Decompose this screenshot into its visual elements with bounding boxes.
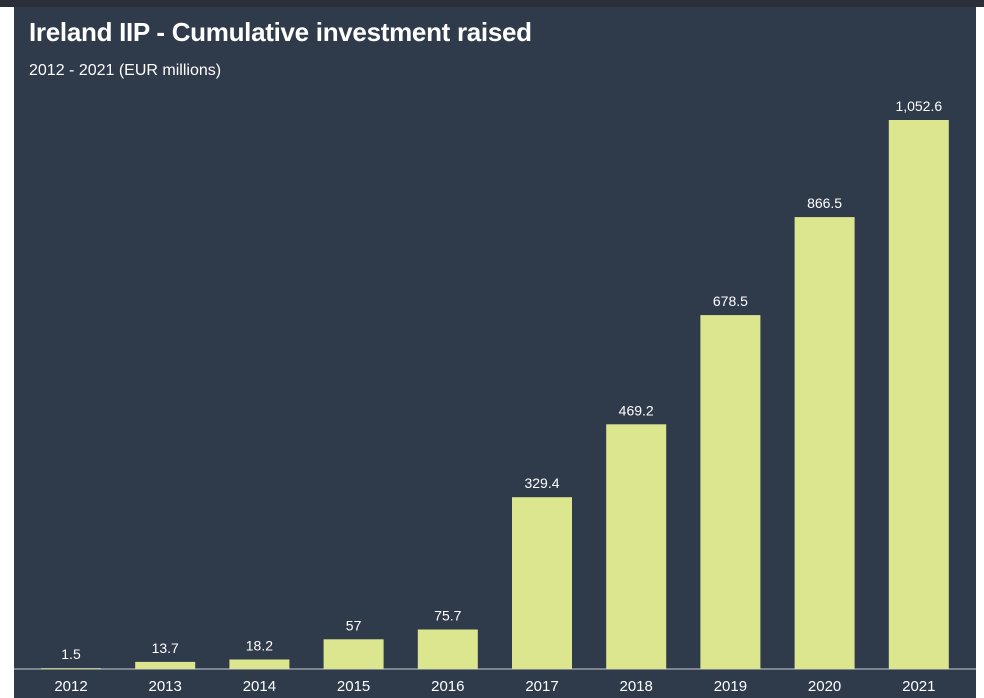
bar-2020	[794, 217, 855, 669]
bars-group	[41, 120, 949, 669]
x-tick-label-2016: 2016	[431, 678, 464, 695]
value-label-2016: 75.7	[434, 608, 461, 624]
bar-2021	[888, 120, 949, 669]
value-label-2018: 469.2	[619, 402, 654, 418]
bar-2018	[606, 424, 667, 669]
x-tick-label-2017: 2017	[525, 678, 558, 695]
x-tick-label-2012: 2012	[54, 678, 87, 695]
value-label-2015: 57	[346, 617, 362, 633]
value-label-2019: 678.5	[713, 293, 748, 309]
bar-2015	[323, 639, 384, 669]
value-label-2013: 13.7	[152, 640, 179, 656]
x-tick-label-2019: 2019	[714, 678, 747, 695]
bar-2013	[135, 661, 196, 669]
value-label-2012: 1.5	[61, 646, 81, 662]
x-tick-label-2013: 2013	[149, 678, 182, 695]
value-label-2021: 1,052.6	[895, 98, 942, 114]
bar-2014	[229, 659, 290, 669]
chart-subtitle: 2012 - 2021 (EUR millions)	[29, 62, 222, 79]
bar-2019	[700, 315, 761, 669]
x-tick-label-2021: 2021	[902, 678, 935, 695]
x-tick-label-2014: 2014	[243, 678, 276, 695]
bar-2012	[41, 668, 101, 669]
chart-title: Ireland IIP - Cumulative investment rais…	[29, 17, 532, 47]
x-tick-label-2020: 2020	[808, 678, 841, 695]
bar-2016	[417, 629, 478, 669]
x-tick-label-2015: 2015	[337, 678, 370, 695]
x-tick-labels-group: 2012 2013 2014 2015 2016 2017 2018 2019 2020 2021	[54, 678, 935, 695]
chart-panel: Ireland IIP - Cumulative investment rais…	[14, 7, 976, 698]
bar-2017	[512, 497, 572, 669]
bar-chart: 1.5 13.7 18.2 57 75.7 329.4 469.2 678.5 866.5 1,0…	[14, 98, 976, 695]
value-labels-group: 1.5 13.7 18.2 57 75.7 329.4 469.2 678.5 866.5 1,0…	[61, 98, 942, 662]
top-border	[0, 0, 984, 7]
value-label-2014: 18.2	[246, 638, 273, 654]
value-label-2017: 329.4	[524, 475, 559, 491]
value-label-2020: 866.5	[807, 195, 842, 211]
x-tick-label-2018: 2018	[620, 678, 653, 695]
